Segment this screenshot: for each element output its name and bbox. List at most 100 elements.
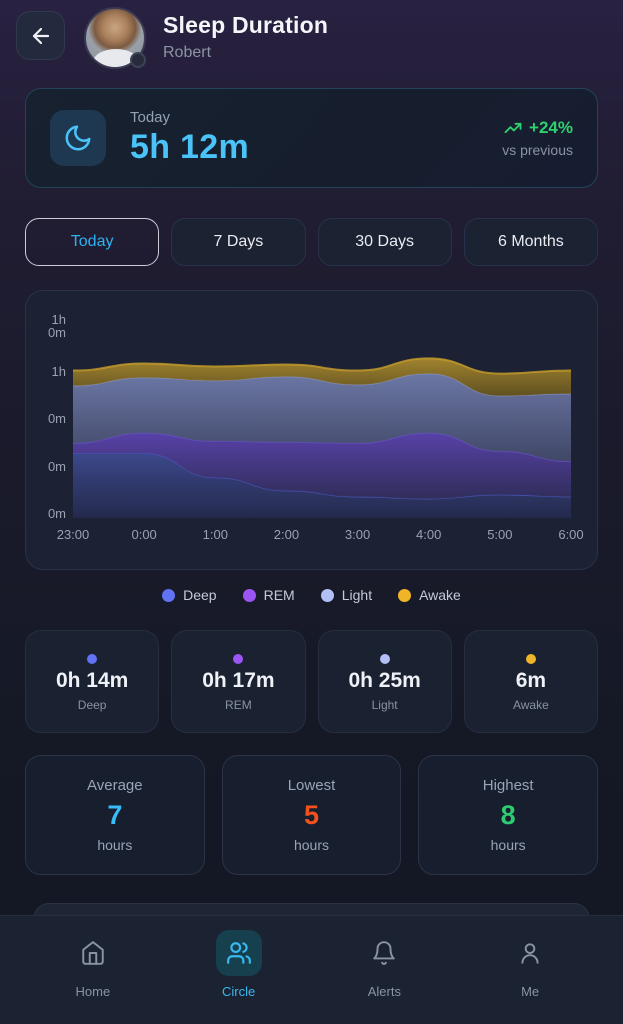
tab-30-days[interactable]: 30 Days	[317, 218, 452, 266]
page-subtitle: Robert	[163, 44, 212, 61]
summary-cards: Average 7 hours Lowest 5 hours Highest 8…	[25, 755, 598, 875]
deep-dot-icon	[162, 588, 176, 602]
deep-dot-icon	[87, 653, 98, 664]
header: Sleep Duration Robert	[16, 6, 598, 72]
nav-item-alerts[interactable]: Alerts	[339, 930, 429, 999]
moon-icon	[65, 125, 91, 151]
summary-value: 8	[500, 800, 516, 830]
rem-dot-icon	[233, 653, 244, 664]
summary-card-average: Average 7 hours	[25, 755, 205, 875]
legend-label: REM	[263, 587, 295, 603]
summary-label: Lowest	[287, 777, 336, 794]
trending-up-icon	[504, 122, 522, 134]
legend-label: Light	[341, 587, 373, 603]
summary-label: Average	[87, 777, 143, 794]
nav-item-me[interactable]: Me	[485, 930, 575, 999]
summary-card-highest: Highest 8 hours	[418, 755, 598, 875]
trend-caption: vs previous	[502, 142, 573, 158]
chart-y-tick: 0m	[47, 411, 66, 426]
nav-label: Me	[521, 984, 540, 999]
chart-x-tick: 23:00	[56, 527, 90, 542]
avatar-status-badge	[130, 52, 146, 68]
today-values: Today 5h 12m	[130, 109, 502, 167]
chart-x-tick: 3:00	[344, 527, 371, 542]
light-dot-icon	[320, 588, 334, 602]
nav-item-home[interactable]: Home	[48, 930, 138, 999]
page-title: Sleep Duration	[163, 12, 329, 38]
chart-legend: Deep REM Light Awake	[0, 587, 623, 603]
summary-card-lowest: Lowest 5 hours	[221, 755, 402, 875]
chart-y-tick: 0m	[47, 459, 66, 474]
chart-x-tick: 5:00	[487, 527, 513, 542]
chart-x-tick: 2:00	[273, 527, 300, 542]
bell-icon	[373, 941, 396, 965]
nav-label: Circle	[222, 984, 256, 999]
stat-value: 6m	[515, 668, 547, 692]
tab-today[interactable]: Today	[25, 218, 160, 266]
arrow-left-icon	[32, 27, 49, 44]
chart-x-tick: 4:00	[416, 527, 442, 542]
stat-card-light: 0h 25m Light	[317, 630, 452, 733]
stat-card-rem: 0h 17m REM	[171, 630, 306, 733]
sleep-chart-card: 1h 0m 1h 0m 0m 0m 23:00 0:00 1:00 2:00 3:00 4:00 5:0…	[25, 290, 598, 570]
area-edge-deep	[73, 452, 571, 500]
area-edge-awake	[73, 357, 571, 375]
awake-dot-icon	[525, 653, 536, 664]
stat-value: 0h 17m	[202, 668, 275, 692]
home-icon	[82, 941, 104, 965]
stat-label: Deep	[77, 697, 107, 712]
bottom-nav: Home Circle Alerts	[0, 915, 623, 1024]
tab-6-months[interactable]: 6 Months	[463, 218, 598, 266]
stat-card-awake: 6m Awake	[463, 630, 598, 733]
summary-unit: hours	[490, 837, 526, 853]
chart-y-tick: 1h	[51, 312, 66, 327]
legend-item-deep: Deep	[162, 587, 217, 603]
rem-dot-icon	[242, 588, 256, 602]
avatar[interactable]	[84, 7, 146, 69]
stage-stat-cards: 0h 14m Deep 0h 17m REM 0h 25m Light 6m A…	[25, 630, 598, 733]
summary-value: 7	[107, 800, 123, 830]
legend-label: Awake	[419, 587, 461, 603]
summary-unit: hours	[293, 837, 329, 853]
today-summary-card: Today 5h 12m +24% vs previous	[25, 88, 598, 188]
user-icon	[521, 943, 539, 964]
moon-tile	[50, 110, 106, 166]
light-dot-icon	[379, 653, 390, 664]
stat-value: 0h 14m	[55, 668, 129, 692]
nav-label: Home	[75, 984, 111, 999]
nav-label: Alerts	[367, 984, 401, 999]
trend-value: +24%	[529, 118, 573, 137]
summary-value: 5	[303, 800, 319, 830]
awake-dot-icon	[398, 588, 412, 602]
legend-item-awake: Awake	[398, 587, 461, 603]
chart-x-tick: 0:00	[131, 527, 157, 542]
stat-value: 0h 25m	[348, 668, 421, 692]
summary-label: Highest	[482, 777, 534, 794]
stat-label: REM	[225, 697, 252, 712]
legend-item-rem: REM	[242, 587, 295, 603]
chart-x-tick: 6:00	[558, 527, 584, 542]
area-band-rem	[73, 433, 571, 499]
stat-label: Light	[371, 697, 398, 712]
chart-y-tick: 0m	[47, 506, 66, 521]
today-duration-value: 5h 12m	[130, 128, 249, 166]
area-band-awake	[73, 358, 571, 396]
nav-item-circle[interactable]: Circle	[194, 930, 284, 999]
trend-block: +24% vs previous	[502, 118, 573, 158]
today-label: Today	[130, 109, 171, 126]
legend-label: Deep	[183, 587, 217, 603]
summary-unit: hours	[97, 837, 133, 853]
stat-label: Awake	[512, 697, 549, 712]
tab-7-days[interactable]: 7 Days	[171, 218, 306, 266]
legend-item-light: Light	[320, 587, 373, 603]
sleep-stages-area-chart	[73, 357, 571, 518]
chart-y-tick: 1h	[51, 364, 66, 379]
users-icon	[226, 942, 251, 964]
stat-card-deep: 0h 14m Deep	[25, 630, 160, 733]
range-tabs: Today 7 Days 30 Days 6 Months	[25, 218, 598, 266]
chart-x-tick: 1:00	[202, 527, 228, 542]
back-button[interactable]	[16, 11, 65, 60]
area-band-deep	[73, 453, 571, 518]
area-band-light	[73, 373, 571, 462]
